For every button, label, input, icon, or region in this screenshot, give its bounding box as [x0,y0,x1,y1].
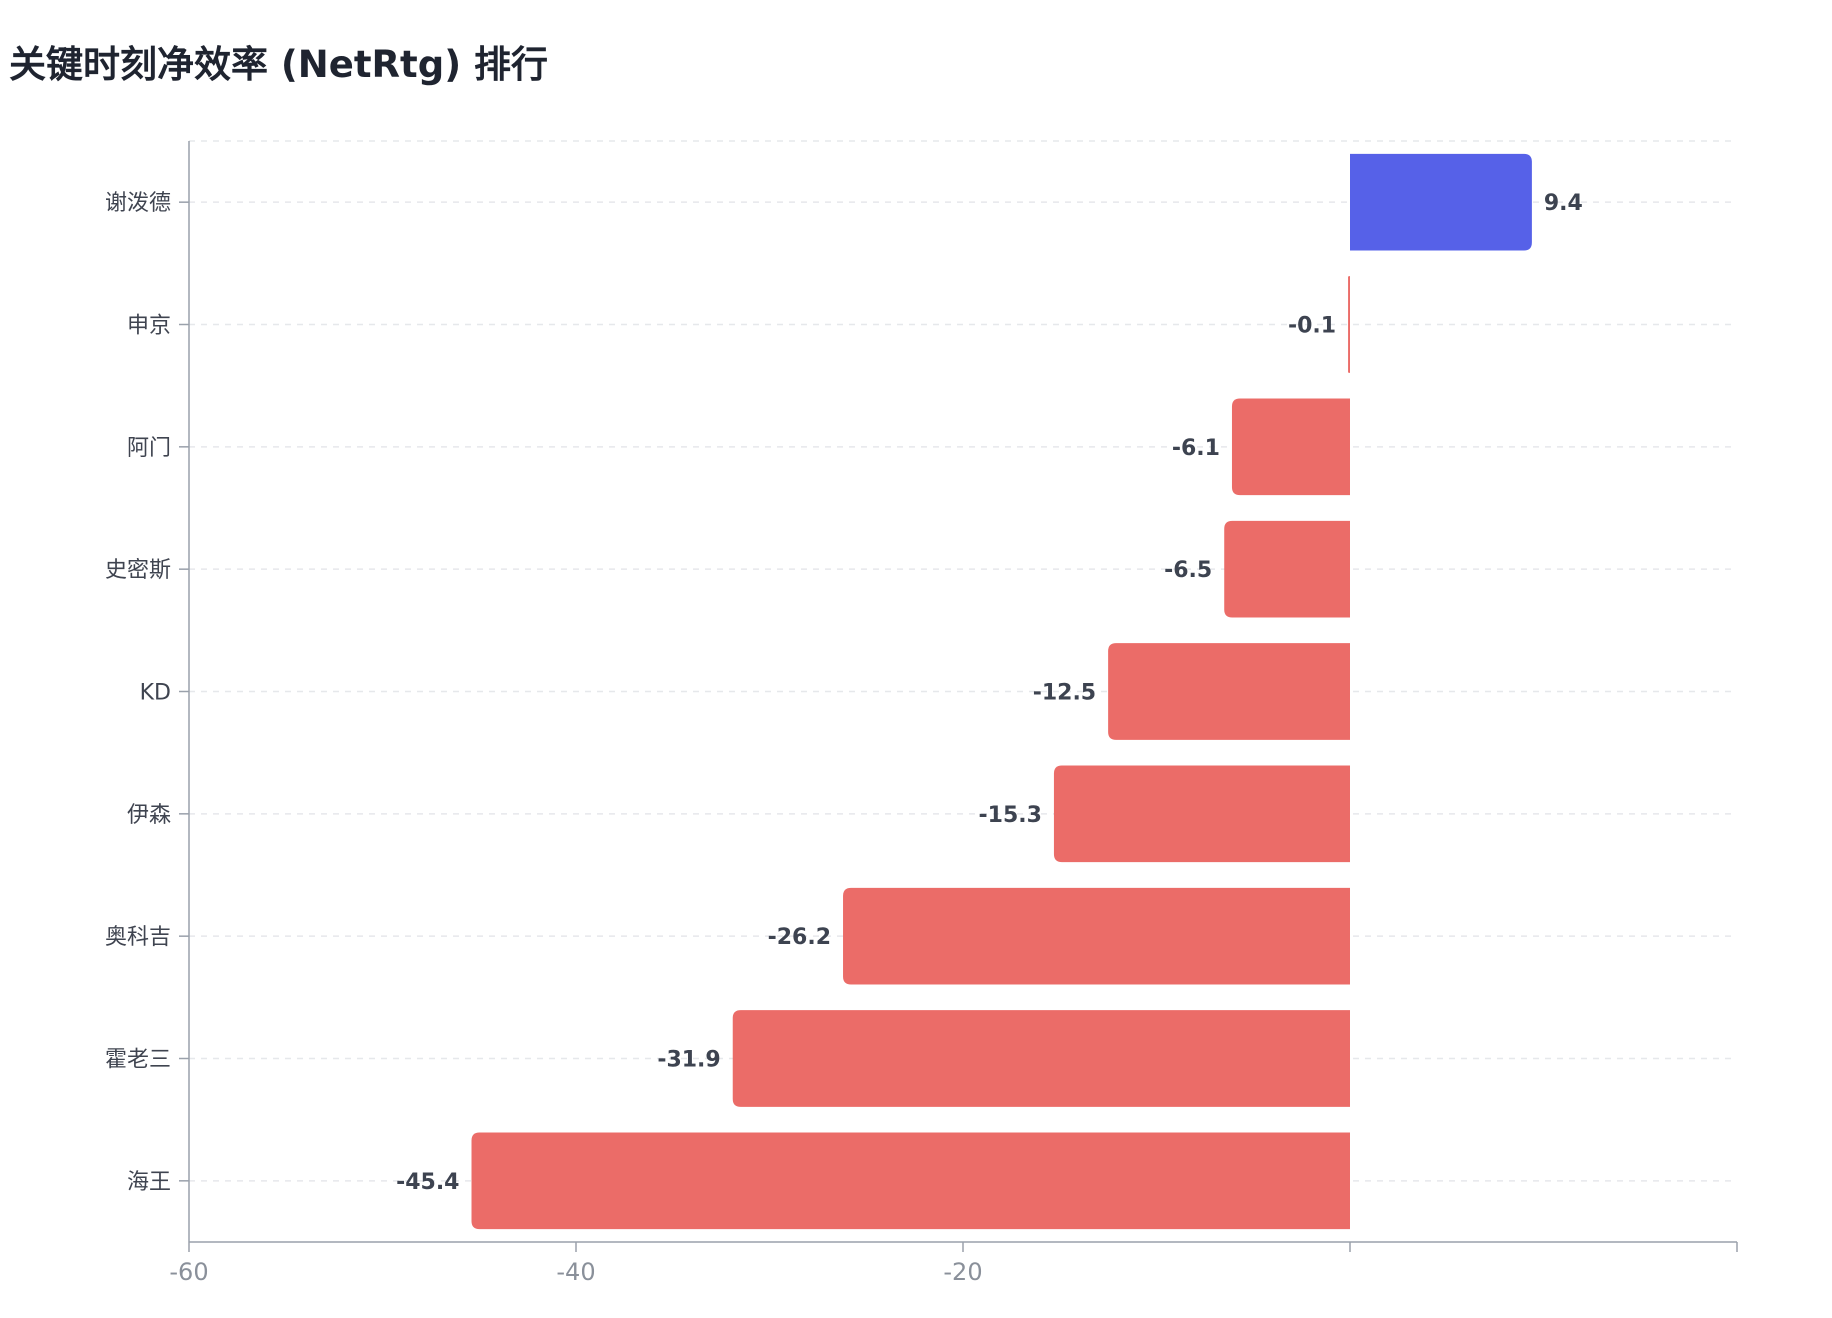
category-label: 史密斯 [105,558,171,583]
category-label: 海王 [127,1170,171,1195]
value-label: -26.2 [768,925,831,950]
axes [179,141,1738,1252]
bar-5 [1108,643,1350,740]
x-tick-label: -60 [169,1258,208,1286]
value-label: -31.9 [657,1048,720,1073]
value-label: -12.5 [1033,681,1096,706]
category-label: 伊森 [127,803,171,828]
bar-6 [1053,765,1350,863]
bar-8 [732,1010,1350,1107]
category-label: KD [140,681,171,706]
x-tick-label: -40 [556,1258,595,1286]
value-label: -15.3 [979,803,1042,828]
bar-3 [1231,398,1350,496]
bar-1 [1350,153,1532,251]
value-label: -6.1 [1172,436,1220,461]
category-label: 奥科吉 [105,925,171,950]
category-label: 谢泼德 [105,191,171,216]
bars [471,153,1532,1230]
value-label: -6.5 [1164,558,1212,583]
category-label: 阿门 [127,436,171,461]
x-tick-label: -20 [943,1258,982,1286]
value-label: -45.4 [396,1170,459,1195]
labels: 9.4 谢泼德 -0.1 申京 -6.1 阿门 -6.5 史密斯 -12.5 KD -15.3 伊森 -… [105,191,1583,1286]
bar-7 [843,887,1350,985]
bar-4 [1224,520,1350,618]
value-label: 9.4 [1544,191,1583,216]
bar-9 [471,1132,1350,1230]
value-label: -0.1 [1288,314,1336,339]
category-label: 申京 [127,314,171,339]
category-label: 霍老三 [105,1048,171,1073]
chart-title: 关键时刻净效率 (NetRtg) 排行 [9,43,548,86]
bar-2 [1348,276,1350,373]
